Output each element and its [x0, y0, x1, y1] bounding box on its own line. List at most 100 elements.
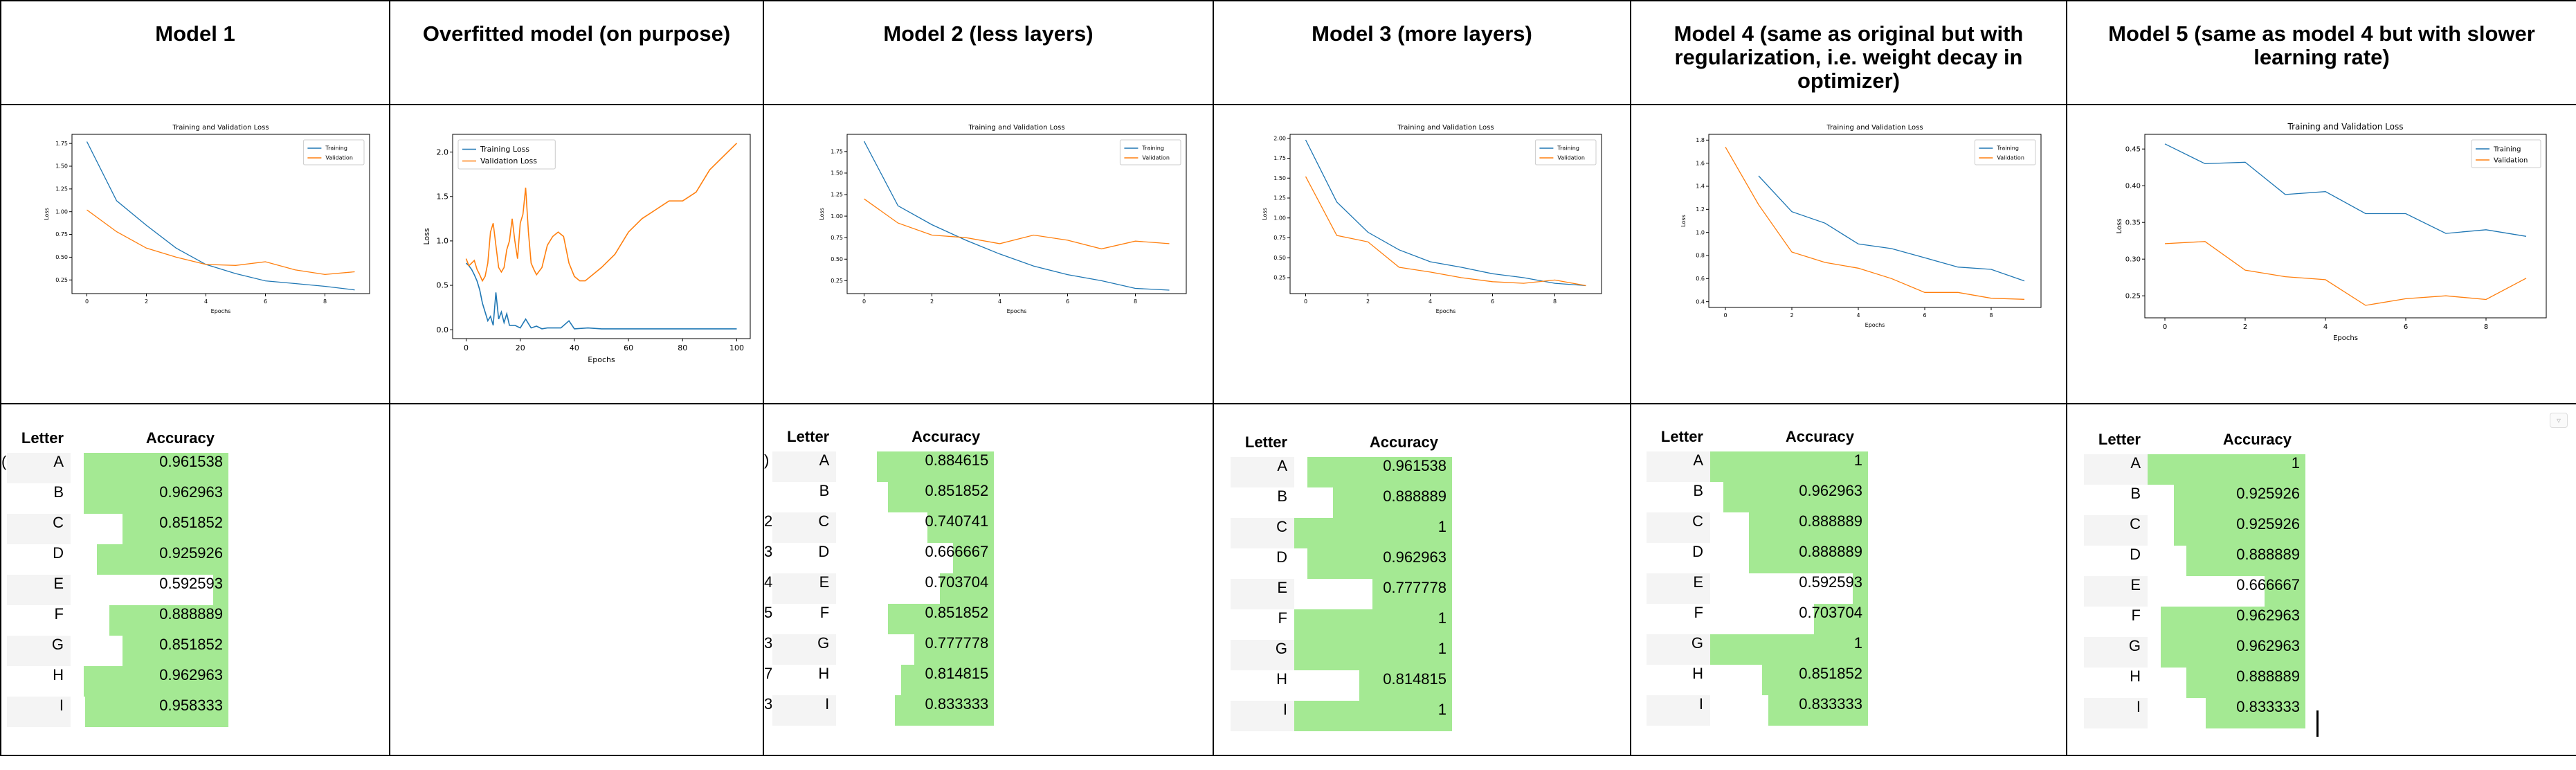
- index-header: [2078, 425, 2084, 454]
- y-tick-label: 0.8: [1696, 253, 1705, 259]
- series-line-validation: [1725, 146, 2025, 300]
- x-tick-label: 60: [624, 343, 633, 352]
- header-cell-2[interactable]: Model 2 (less layers): [763, 0, 1214, 105]
- letter-cell: A: [7, 453, 71, 483]
- table-row: G 0.851852: [2, 636, 228, 666]
- chevron-down-icon[interactable]: ▿: [2550, 413, 2568, 428]
- plot-cell-3[interactable]: Training and Validation Loss 0 2 4 6 8 0.25 0.5…: [1213, 104, 1631, 404]
- y-tick-label: 1.50: [831, 170, 843, 177]
- header-cell-1[interactable]: Overfitted model (on purpose): [389, 0, 764, 105]
- row-index: 5: [764, 604, 773, 621]
- accuracy-bar: [1749, 543, 1868, 573]
- accuracy-value: 1: [1437, 518, 1446, 535]
- y-tick-label: 0.75: [831, 235, 843, 241]
- accuracy-cell-1[interactable]: [389, 403, 764, 756]
- accuracy-value-cell: 0.777778: [1294, 579, 1452, 609]
- accuracy-bar: [2264, 576, 2305, 607]
- y-tick-label: 1.75: [1273, 155, 1286, 161]
- plot-cell-4[interactable]: Training and Validation Loss 0 2 4 6 8 0.4 0.6 0…: [1630, 104, 2067, 404]
- accuracy-bar: [85, 697, 228, 727]
- row-index: [1641, 543, 1647, 573]
- accuracy-table: Letter Accuracy) A 0.884615 B 0.851852 2 C 0.740…: [764, 422, 995, 726]
- legend-entry: Training Loss: [480, 145, 529, 154]
- chart-title: Training and Validation Loss: [1397, 124, 1494, 132]
- y-axis-label: Loss: [819, 208, 825, 220]
- accuracy-cell-0[interactable]: Letter Accuracy (A 0.961538 B 0.962963 C 0.8518…: [0, 403, 390, 756]
- accuracy-value: 0.666667: [925, 543, 989, 560]
- letter-cell: D: [1276, 548, 1287, 566]
- x-axis-label: Epochs: [211, 308, 231, 314]
- accuracy-value: 0.592593: [1799, 573, 1862, 591]
- letter-cell: I: [1231, 701, 1294, 731]
- series-line-training: [863, 141, 1170, 291]
- letter-cell: H: [2130, 668, 2141, 685]
- plot-cell-0[interactable]: Training and Validation Loss 0 2 4 6 8 0.25 0.5…: [0, 104, 390, 404]
- letter-cell: B: [53, 483, 64, 501]
- accuracy-value-cell: 0.777778: [836, 634, 995, 665]
- accuracy-bar: [1372, 579, 1452, 609]
- row-index: [2, 605, 7, 636]
- accuracy-value: 0.888889: [1799, 543, 1862, 560]
- plot-cell-2[interactable]: Training and Validation Loss 0 2 4 6 8 0.25 0.5…: [763, 104, 1214, 404]
- table-row: H 0.888889: [2078, 668, 2305, 698]
- x-tick-label: 0: [1723, 312, 1727, 319]
- letter-cell: A: [772, 451, 837, 482]
- plot-cell-1[interactable]: 0 20 40 60 80 100 0.0 0.5 1.0 1.5 2.0 Epochs Loss Tra…: [389, 104, 764, 404]
- plot-cell-5[interactable]: Training and Validation Loss 0 2 4 6 8 0.25 0.3…: [2066, 104, 2576, 404]
- row-index: [1641, 482, 1647, 512]
- x-tick-label: 2: [2243, 323, 2247, 331]
- letter-cell: F: [819, 604, 830, 621]
- row-index: [1225, 518, 1231, 548]
- accuracy-data-table: Letter Accuracy A 1 B 0.925926 C 0.925926 D 0.888…: [2078, 425, 2305, 728]
- row-index: ): [764, 451, 770, 469]
- accuracy-header: Accuracy: [1369, 433, 1438, 451]
- legend-entry: Validation: [1142, 155, 1170, 161]
- series-line-validation: [1305, 176, 1586, 287]
- accuracy-value: 1: [2291, 454, 2300, 472]
- table-row: B 0.962963: [1641, 482, 1868, 512]
- y-tick-label: 1.25: [1273, 195, 1286, 202]
- accuracy-value: 0.851852: [159, 514, 223, 531]
- letter-cell: G: [2084, 637, 2148, 668]
- x-tick-label: 4: [1856, 312, 1860, 319]
- accuracy-cell-3[interactable]: Letter Accuracy A 0.961538 B 0.888889 C 1 D 0.962…: [1213, 403, 1631, 756]
- y-tick-label: 1.50: [1273, 175, 1286, 181]
- y-tick-label: 1.75: [831, 149, 843, 155]
- x-tick-label: 40: [570, 343, 579, 352]
- accuracy-value-cell: 1: [1294, 640, 1452, 670]
- header-cell-3[interactable]: Model 3 (more layers): [1213, 0, 1631, 105]
- row-index: [765, 482, 772, 512]
- y-tick-label: 1.5: [437, 192, 449, 201]
- y-tick-label: 1.75: [55, 141, 68, 147]
- header-cell-4[interactable]: Model 4 (same as original but with regul…: [1630, 0, 2067, 105]
- header-cell-0[interactable]: Model 1: [0, 0, 390, 105]
- accuracy-value-cell: 0.962963: [71, 483, 228, 514]
- legend-entry: Validation: [325, 155, 353, 161]
- y-tick-label: 1.8: [1696, 137, 1705, 143]
- accuracy-value: 0.592593: [159, 575, 223, 592]
- row-index: [2078, 698, 2084, 728]
- row-index: [1225, 579, 1231, 609]
- row-index: [2078, 668, 2084, 698]
- accuracy-cell-2[interactable]: Letter Accuracy) A 0.884615 B 0.851852 2 C 0.740…: [763, 403, 1214, 756]
- header-cell-5[interactable]: Model 5 (same as model 4 but with slower…: [2066, 0, 2576, 105]
- accuracy-cell-4[interactable]: Letter Accuracy A 1 B 0.962963 C 0.888889 D 0.888…: [1630, 403, 2067, 756]
- accuracy-cell-5[interactable]: Letter Accuracy A 1 B 0.925926 C 0.925926 D 0.888…: [2066, 403, 2576, 756]
- accuracy-value: 0.851852: [925, 482, 989, 499]
- letter-cell: B: [1693, 482, 1703, 499]
- column-header: Model 2 (less layers): [883, 21, 1094, 46]
- accuracy-value: 0.961538: [159, 453, 223, 470]
- y-tick-label: 0.75: [1273, 235, 1286, 241]
- accuracy-table: Letter Accuracy A 1 B 0.962963 C 0.888889 D 0.888…: [1641, 422, 1868, 726]
- series-line-training-loss: [465, 262, 737, 330]
- x-axis-label: Epochs: [1865, 322, 1885, 328]
- accuracy-value: 1: [1437, 609, 1446, 627]
- table-row: 3 D 0.666667: [765, 543, 995, 573]
- letter-cell: F: [2131, 607, 2141, 624]
- accuracy-bar: [123, 514, 228, 544]
- accuracy-value: 0.888889: [2236, 546, 2300, 563]
- accuracy-bar: [83, 666, 228, 697]
- x-tick-label: 2: [1366, 298, 1370, 305]
